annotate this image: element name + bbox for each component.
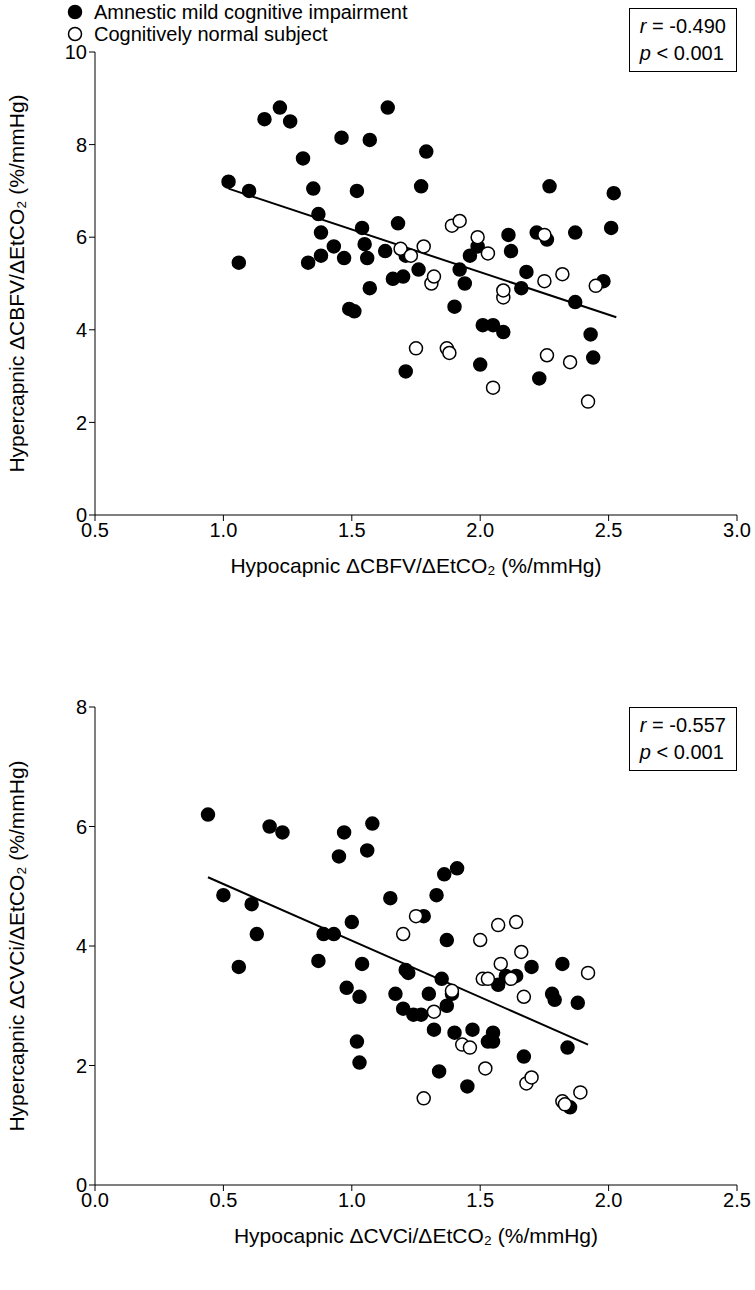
svg-text:Hypocapnic ΔCVCi/ΔEtCO₂ (%/mmH: Hypocapnic ΔCVCi/ΔEtCO₂ (%/mmHg) <box>234 1224 598 1247</box>
svg-text:0.5: 0.5 <box>209 1189 237 1211</box>
svg-text:1.5: 1.5 <box>338 519 366 541</box>
svg-text:1.5: 1.5 <box>466 1189 494 1211</box>
html-text:r = -0.490: r = -0.490 <box>639 15 726 37</box>
svg-text:10: 10 <box>65 41 87 63</box>
svg-text:8: 8 <box>76 134 87 156</box>
html-text:p < 0.001: p < 0.001 <box>639 741 724 763</box>
svg-text:0.5: 0.5 <box>81 519 109 542</box>
svg-text:6: 6 <box>76 816 87 838</box>
svg-text:8: 8 <box>76 696 87 718</box>
svg-text:0: 0 <box>76 1174 87 1196</box>
svg-text:4: 4 <box>76 319 87 341</box>
svg-text:1.0: 1.0 <box>338 1189 366 1211</box>
html-text:p < 0.001: p < 0.001 <box>639 42 724 64</box>
svg-text:Hypocapnic ΔCBFV/ΔEtCO₂ (%/mmH: Hypocapnic ΔCBFV/ΔEtCO₂ (%/mmHg) <box>230 554 601 577</box>
html-text:Cognitively normal subject: Cognitively normal subject <box>94 23 328 45</box>
svg-text:2.0: 2.0 <box>595 1189 623 1211</box>
svg-text:4: 4 <box>76 935 87 957</box>
svg-text:0.0: 0.0 <box>81 1189 109 1212</box>
svg-text:2.5: 2.5 <box>723 1189 747 1211</box>
svg-text:2: 2 <box>76 1055 87 1077</box>
svg-text:0: 0 <box>76 504 87 526</box>
svg-text:3.0: 3.0 <box>723 519 747 541</box>
svg-text:1.0: 1.0 <box>209 519 237 541</box>
svg-text:2.5: 2.5 <box>595 519 623 541</box>
html-text:r = -0.557: r = -0.557 <box>639 714 726 736</box>
svg-text:Hypercapnic ΔCVCi/ΔEtCO₂ (%/mm: Hypercapnic ΔCVCi/ΔEtCO₂ (%/mmHg) <box>8 760 28 1131</box>
svg-text:2: 2 <box>76 412 87 434</box>
svg-text:Hypercapnic ΔCBFV/ΔEtCO₂ (%/mm: Hypercapnic ΔCBFV/ΔEtCO₂ (%/mmHg) <box>8 94 28 472</box>
svg-text:6: 6 <box>76 226 87 248</box>
html-text:Amnestic mild cognitive impair: Amnestic mild cognitive impairment <box>94 1 408 23</box>
svg-text:2.0: 2.0 <box>466 519 494 541</box>
